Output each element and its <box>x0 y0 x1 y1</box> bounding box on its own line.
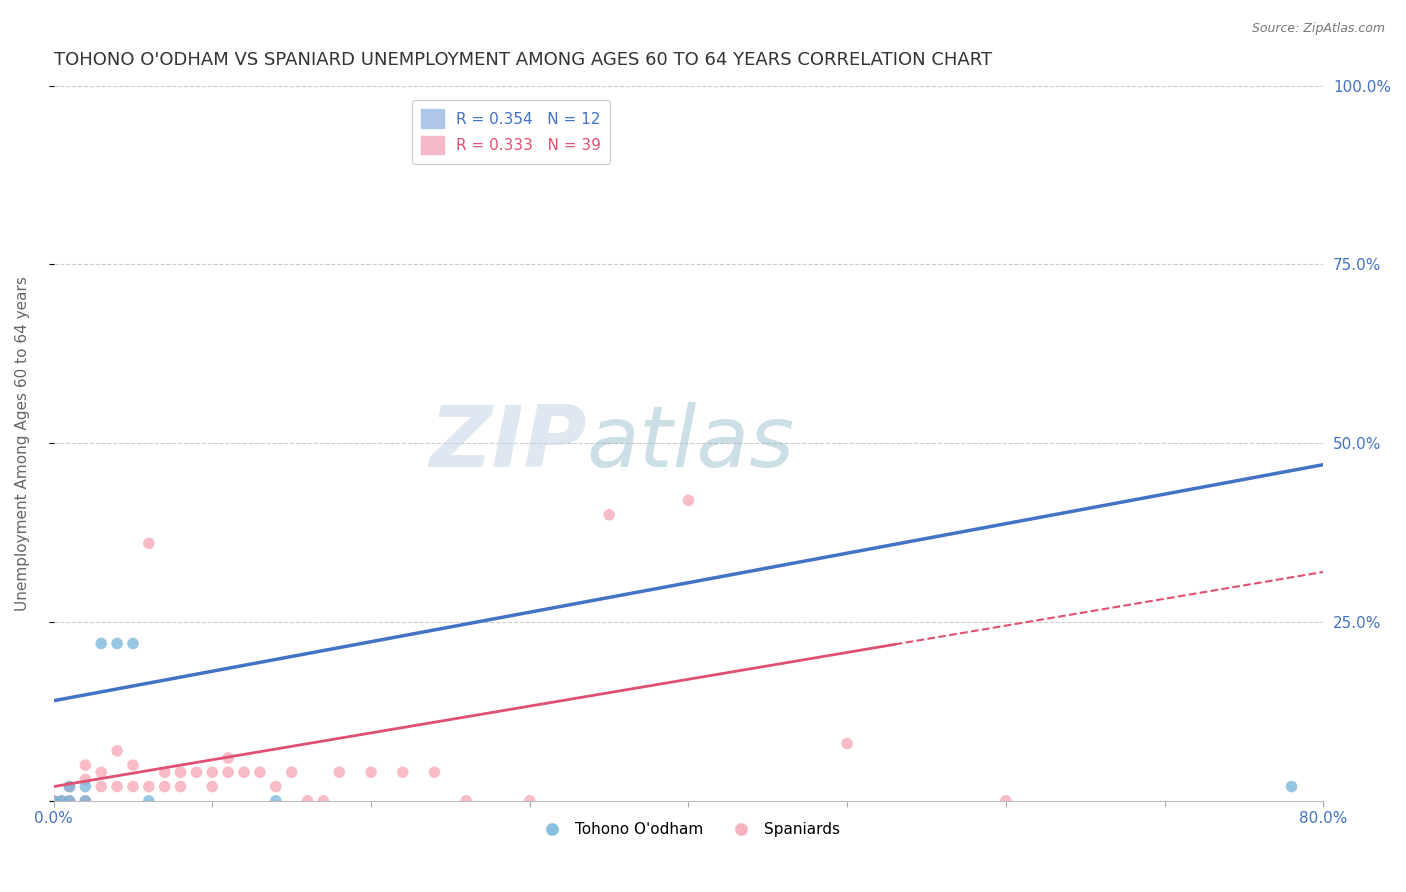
Text: TOHONO O'ODHAM VS SPANIARD UNEMPLOYMENT AMONG AGES 60 TO 64 YEARS CORRELATION CH: TOHONO O'ODHAM VS SPANIARD UNEMPLOYMENT … <box>53 51 991 69</box>
Point <box>58 794 80 808</box>
Point <box>328 765 350 780</box>
Point <box>264 780 287 794</box>
Point <box>90 765 112 780</box>
Point <box>122 758 145 772</box>
Point <box>519 794 541 808</box>
Point <box>837 737 859 751</box>
Text: ZIP: ZIP <box>429 401 586 484</box>
Point <box>122 636 145 650</box>
Text: Source: ZipAtlas.com: Source: ZipAtlas.com <box>1251 22 1385 36</box>
Point <box>297 794 319 808</box>
Point <box>1281 780 1303 794</box>
Point <box>42 794 65 808</box>
Point <box>249 765 271 780</box>
Point <box>138 794 160 808</box>
Point <box>678 493 700 508</box>
Point <box>75 794 97 808</box>
Point <box>153 765 176 780</box>
Point <box>186 765 208 780</box>
Point <box>233 765 256 780</box>
Point <box>75 772 97 787</box>
Point <box>169 780 191 794</box>
Legend: Tohono O'odham, Spaniards: Tohono O'odham, Spaniards <box>530 816 846 843</box>
Point <box>105 636 128 650</box>
Text: atlas: atlas <box>586 401 794 484</box>
Point <box>994 794 1017 808</box>
Point <box>456 794 478 808</box>
Point <box>75 794 97 808</box>
Point <box>264 794 287 808</box>
Point <box>138 536 160 550</box>
Point <box>217 765 239 780</box>
Point <box>280 765 302 780</box>
Point <box>90 636 112 650</box>
Point <box>153 780 176 794</box>
Point <box>58 780 80 794</box>
Point <box>217 751 239 765</box>
Point <box>312 794 335 808</box>
Point <box>42 794 65 808</box>
Point <box>138 780 160 794</box>
Point <box>51 794 73 808</box>
Point <box>201 780 224 794</box>
Point <box>598 508 620 522</box>
Point <box>51 794 73 808</box>
Point <box>90 780 112 794</box>
Point <box>391 765 413 780</box>
Point <box>58 794 80 808</box>
Point <box>423 765 446 780</box>
Y-axis label: Unemployment Among Ages 60 to 64 years: Unemployment Among Ages 60 to 64 years <box>15 276 30 611</box>
Point <box>201 765 224 780</box>
Point <box>360 765 382 780</box>
Point <box>75 780 97 794</box>
Point <box>105 780 128 794</box>
Point <box>58 780 80 794</box>
Point <box>105 744 128 758</box>
Point <box>75 758 97 772</box>
Point <box>169 765 191 780</box>
Point <box>122 780 145 794</box>
